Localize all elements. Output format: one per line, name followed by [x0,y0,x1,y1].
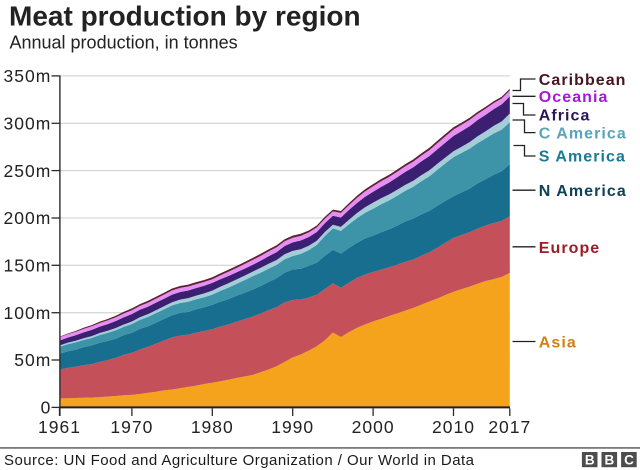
svg-text:50m: 50m [14,350,51,370]
svg-text:2000: 2000 [352,417,395,437]
svg-text:1970: 1970 [110,417,153,437]
svg-text:Annual production, in tonnes: Annual production, in tonnes [10,32,238,52]
svg-text:C America: C America [539,126,627,143]
svg-text:200m: 200m [4,208,52,228]
svg-text:Oceania: Oceania [539,89,609,106]
svg-text:1961: 1961 [38,417,81,437]
svg-text:2010: 2010 [432,417,475,437]
svg-text:B: B [585,453,595,468]
svg-text:B: B [605,453,615,468]
svg-text:0: 0 [41,398,52,418]
svg-text:N America: N America [539,183,627,200]
svg-text:S America: S America [539,149,626,166]
svg-text:100m: 100m [4,303,52,323]
svg-text:1980: 1980 [191,417,234,437]
svg-text:Asia: Asia [539,335,577,352]
svg-text:350m: 350m [4,66,52,86]
svg-text:C: C [624,453,634,468]
svg-text:2017: 2017 [488,417,531,437]
svg-text:Source: UN Food and Agricultur: Source: UN Food and Agriculture Organiza… [4,452,475,469]
svg-text:Meat production by region: Meat production by region [9,1,361,32]
svg-text:Africa: Africa [539,108,591,125]
svg-text:Europe: Europe [539,240,600,257]
svg-text:250m: 250m [4,161,52,181]
svg-text:300m: 300m [4,114,52,134]
svg-text:Caribbean: Caribbean [539,72,627,89]
svg-text:150m: 150m [4,256,52,276]
svg-text:1990: 1990 [271,417,314,437]
